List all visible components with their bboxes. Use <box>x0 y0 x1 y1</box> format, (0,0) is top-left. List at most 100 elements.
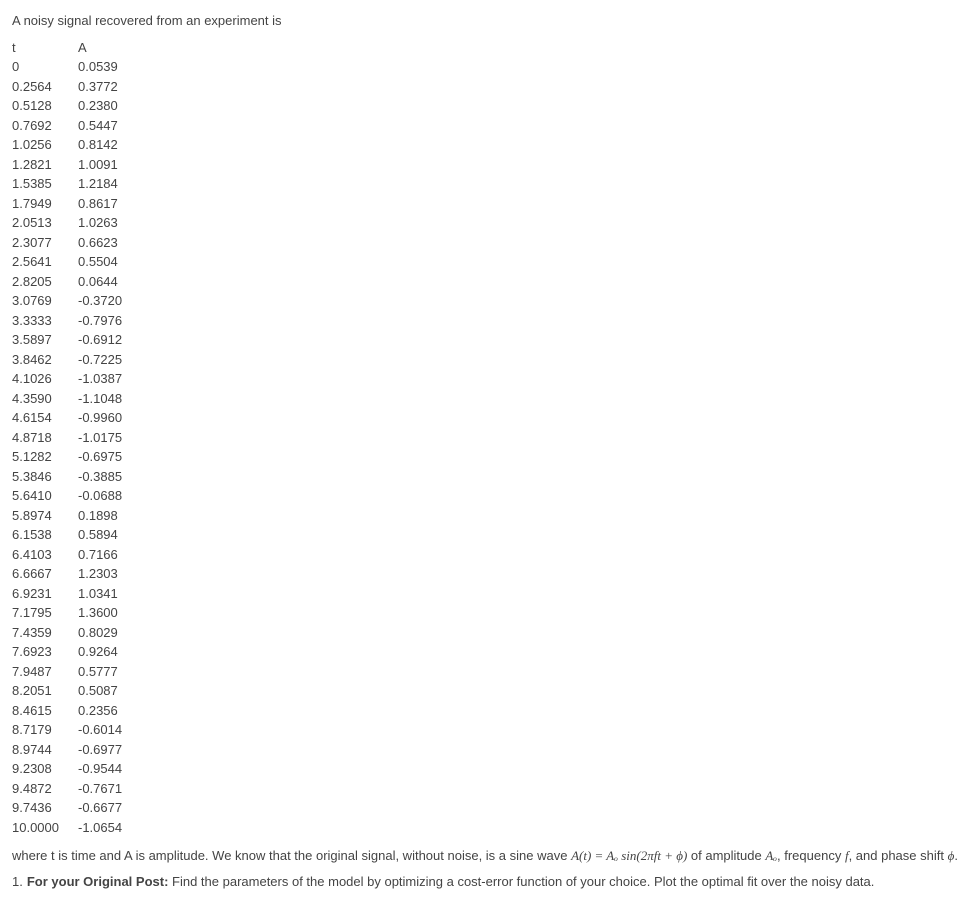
table-row: 6.92311.0341 <box>12 584 136 604</box>
cell-a: 0.3772 <box>78 77 136 97</box>
table-row: 4.1026-1.0387 <box>12 369 136 389</box>
cell-a: 0.8029 <box>78 623 136 643</box>
table-row: 1.28211.0091 <box>12 155 136 175</box>
cell-a: 1.2184 <box>78 174 136 194</box>
cell-t: 4.1026 <box>12 369 78 389</box>
table-row: 4.3590-1.1048 <box>12 389 136 409</box>
cell-a: 0.6623 <box>78 233 136 253</box>
table-row: 6.15380.5894 <box>12 525 136 545</box>
table-row: 6.41030.7166 <box>12 545 136 565</box>
cell-t: 0 <box>12 57 78 77</box>
cell-t: 9.4872 <box>12 779 78 799</box>
cell-a: 0.5504 <box>78 252 136 272</box>
cell-a: -0.6977 <box>78 740 136 760</box>
table-row: 10.0000-1.0654 <box>12 818 136 838</box>
cell-a: -0.6014 <box>78 720 136 740</box>
cell-a: -0.6912 <box>78 330 136 350</box>
cell-t: 4.3590 <box>12 389 78 409</box>
table-row: 2.56410.5504 <box>12 252 136 272</box>
cell-a: 0.7166 <box>78 545 136 565</box>
table-row: 9.7436-0.6677 <box>12 798 136 818</box>
table-row: 00.0539 <box>12 57 136 77</box>
table-row: 8.20510.5087 <box>12 681 136 701</box>
cell-t: 1.7949 <box>12 194 78 214</box>
task-rest: Find the parameters of the model by opti… <box>168 874 874 889</box>
table-row: 5.6410-0.0688 <box>12 486 136 506</box>
table-row: 3.5897-0.6912 <box>12 330 136 350</box>
table-row: 7.69230.9264 <box>12 642 136 662</box>
cell-a: 0.5447 <box>78 116 136 136</box>
cell-t: 8.9744 <box>12 740 78 760</box>
table-row: 5.89740.1898 <box>12 506 136 526</box>
outro-pre: where t is time and A is amplitude. We k… <box>12 848 571 863</box>
table-row: 1.79490.8617 <box>12 194 136 214</box>
signal-table: t A 00.05390.25640.37720.51280.23800.769… <box>12 38 136 838</box>
table-row: 6.66671.2303 <box>12 564 136 584</box>
cell-a: 0.2356 <box>78 701 136 721</box>
col-header-t: t <box>12 38 78 58</box>
outro-mid: of amplitude <box>687 848 765 863</box>
cell-t: 1.5385 <box>12 174 78 194</box>
table-row: 3.8462-0.7225 <box>12 350 136 370</box>
cell-t: 4.6154 <box>12 408 78 428</box>
cell-t: 6.1538 <box>12 525 78 545</box>
cell-t: 7.6923 <box>12 642 78 662</box>
table-row: 2.30770.6623 <box>12 233 136 253</box>
cell-t: 10.0000 <box>12 818 78 838</box>
cell-t: 1.0256 <box>12 135 78 155</box>
formula: A(t) = Aₒ sin(2πft + ϕ) <box>571 848 687 863</box>
intro-text: A noisy signal recovered from an experim… <box>12 12 964 30</box>
cell-t: 6.4103 <box>12 545 78 565</box>
cell-t: 9.7436 <box>12 798 78 818</box>
cell-t: 6.6667 <box>12 564 78 584</box>
cell-t: 7.9487 <box>12 662 78 682</box>
cell-t: 5.1282 <box>12 447 78 467</box>
cell-t: 2.3077 <box>12 233 78 253</box>
table-row: 0.25640.3772 <box>12 77 136 97</box>
cell-a: -0.7976 <box>78 311 136 331</box>
cell-a: -0.3720 <box>78 291 136 311</box>
table-row: 5.3846-0.3885 <box>12 467 136 487</box>
cell-a: -0.7671 <box>78 779 136 799</box>
cell-t: 1.2821 <box>12 155 78 175</box>
outro-end: . <box>954 848 958 863</box>
cell-a: -1.0387 <box>78 369 136 389</box>
cell-t: 3.0769 <box>12 291 78 311</box>
cell-t: 7.4359 <box>12 623 78 643</box>
cell-t: 3.3333 <box>12 311 78 331</box>
table-row: 7.43590.8029 <box>12 623 136 643</box>
task-item: 1.For your Original Post: Find the param… <box>12 873 964 891</box>
table-row: 0.51280.2380 <box>12 96 136 116</box>
cell-t: 8.4615 <box>12 701 78 721</box>
cell-a: 0.5087 <box>78 681 136 701</box>
table-row: 9.2308-0.9544 <box>12 759 136 779</box>
task-number: 1. <box>12 874 23 889</box>
cell-t: 3.5897 <box>12 330 78 350</box>
table-row: 4.8718-1.0175 <box>12 428 136 448</box>
cell-a: 0.2380 <box>78 96 136 116</box>
table-row: 7.17951.3600 <box>12 603 136 623</box>
cell-a: 0.8617 <box>78 194 136 214</box>
cell-a: 0.1898 <box>78 506 136 526</box>
cell-a: 1.0263 <box>78 213 136 233</box>
cell-t: 5.6410 <box>12 486 78 506</box>
cell-a: -0.9960 <box>78 408 136 428</box>
table-row: 5.1282-0.6975 <box>12 447 136 467</box>
cell-a: -0.9544 <box>78 759 136 779</box>
table-row: 3.3333-0.7976 <box>12 311 136 331</box>
table-row: 0.76920.5447 <box>12 116 136 136</box>
cell-a: -0.6975 <box>78 447 136 467</box>
cell-t: 9.2308 <box>12 759 78 779</box>
amplitude-symbol: Aₒ <box>765 848 777 863</box>
cell-a: -1.0175 <box>78 428 136 448</box>
cell-a: 1.0341 <box>78 584 136 604</box>
cell-a: 1.0091 <box>78 155 136 175</box>
cell-t: 0.7692 <box>12 116 78 136</box>
table-row: 9.4872-0.7671 <box>12 779 136 799</box>
cell-a: 0.9264 <box>78 642 136 662</box>
cell-a: -0.6677 <box>78 798 136 818</box>
cell-a: 0.0644 <box>78 272 136 292</box>
table-row: 8.9744-0.6977 <box>12 740 136 760</box>
cell-a: 1.2303 <box>78 564 136 584</box>
outro-mid3: , and phase shift <box>849 848 948 863</box>
